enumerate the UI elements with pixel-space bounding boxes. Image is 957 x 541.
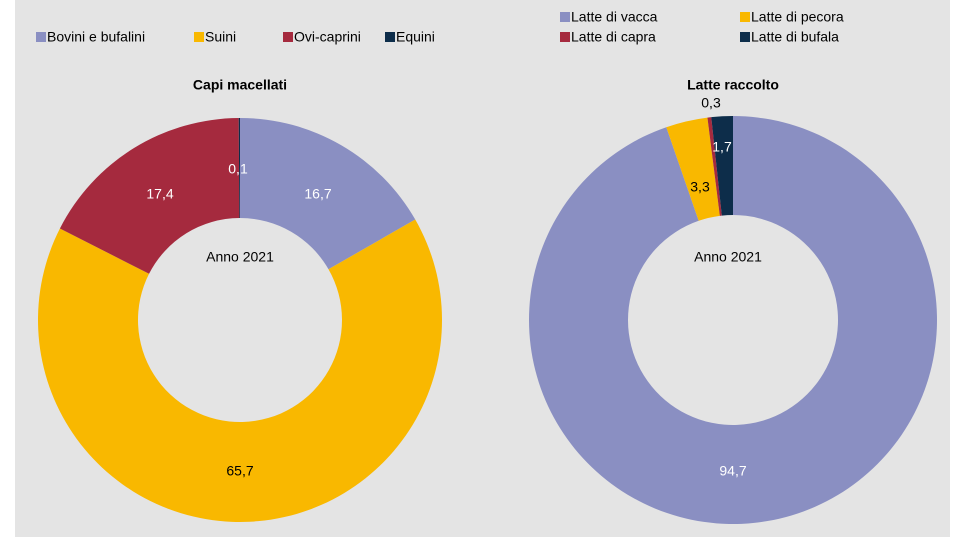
legend-label: Latte di bufala [751,29,839,45]
annotation: Anno 2021 [206,249,274,265]
data-label: 65,7 [226,463,253,479]
legend-swatch [36,32,46,42]
legend-swatch [194,32,204,42]
data-label: 17,4 [146,186,173,202]
legend-swatch [560,32,570,42]
legend-label: Latte di pecora [751,9,844,25]
data-label: 0,1 [228,161,248,177]
legend-label: Equini [396,29,435,45]
legend-swatch [283,32,293,42]
legend-swatch [740,12,750,22]
legend-label: Bovini e bufalini [47,29,145,45]
legend-swatch [385,32,395,42]
donut-segment [38,219,442,522]
legend-label: Ovi-caprini [294,29,361,45]
donut-segment [711,116,733,216]
data-label: 16,7 [304,186,331,202]
legend-swatch [740,32,750,42]
donut-segment [59,118,240,274]
legend-label: Suini [205,29,236,45]
legend-swatch [560,12,570,22]
data-label: 1,7 [712,139,732,155]
legend-label: Latte di capra [571,29,656,45]
chart-title: Capi macellati [193,77,287,93]
donut-segment [238,118,240,219]
data-label: 0,3 [701,95,721,111]
donut-segment [707,117,722,216]
annotation: Anno 2021 [694,249,762,265]
donut-segment [666,117,720,221]
donut-segment [240,118,416,270]
chart-title: Latte raccolto [687,77,779,93]
donut-segment [528,116,938,524]
data-label: 94,7 [719,463,746,479]
legend-label: Latte di vacca [571,9,658,25]
data-label: 3,3 [690,179,710,195]
